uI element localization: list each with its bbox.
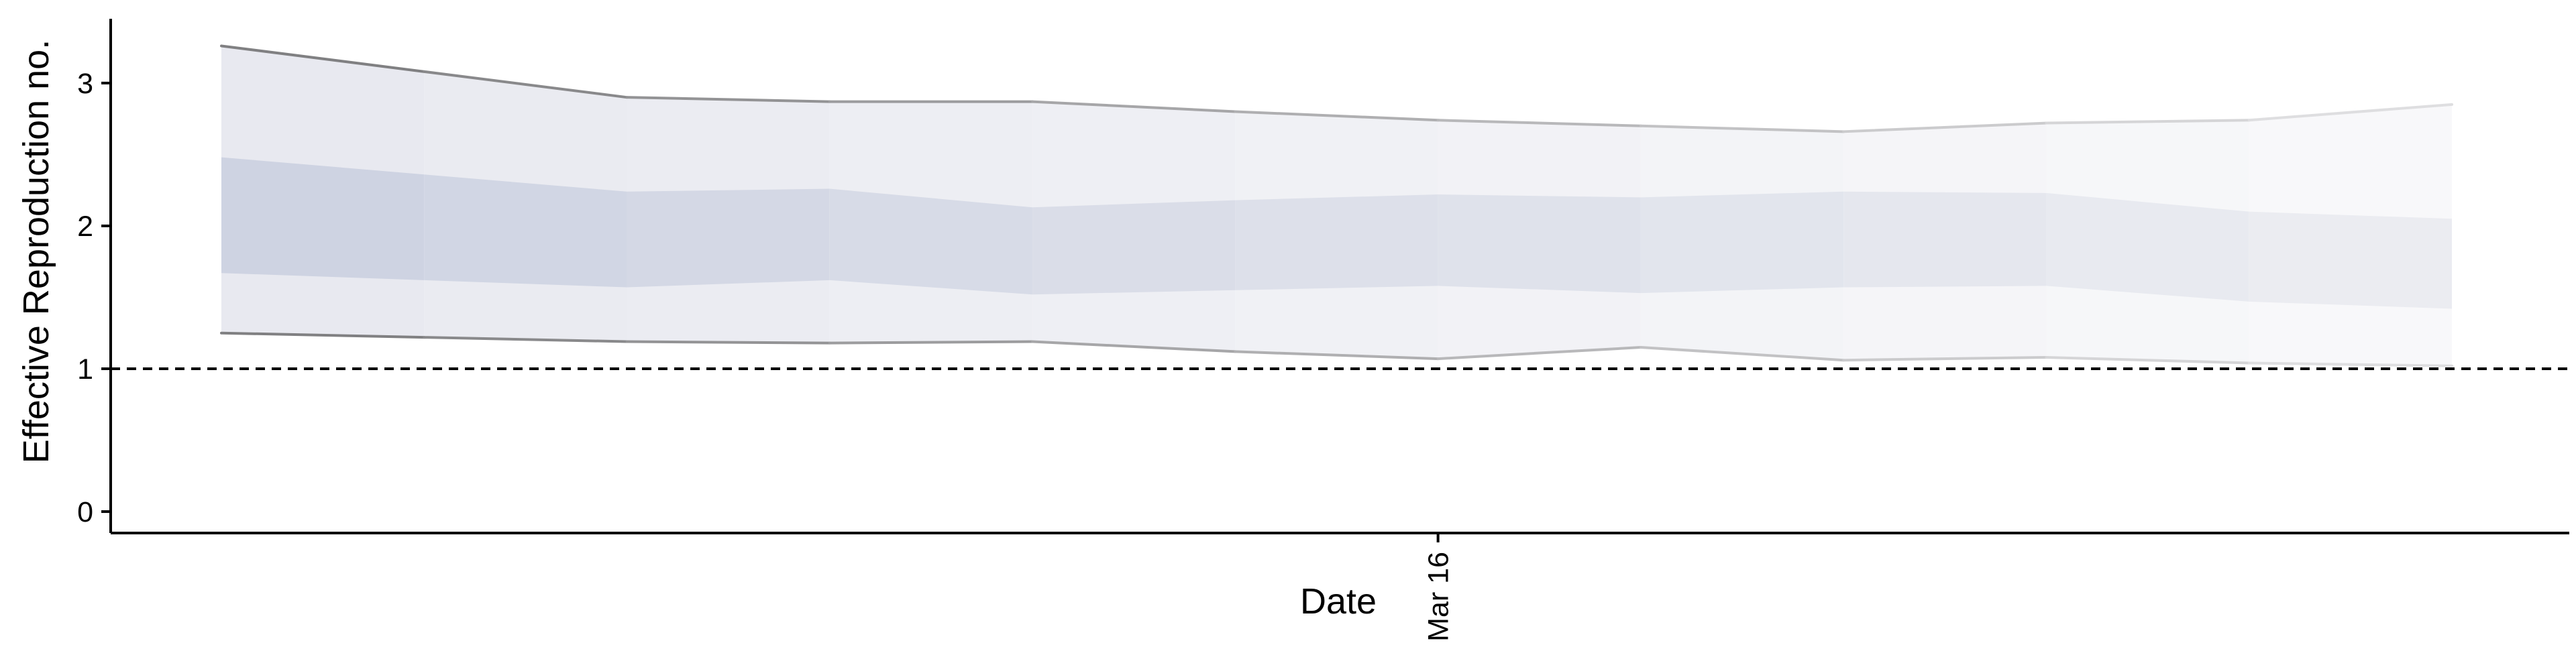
credible-interval-bands	[221, 46, 2452, 366]
lower-bound-line-segment	[828, 340, 1034, 345]
upper-bound-line-segment	[1436, 119, 1642, 127]
upper-bound-line-segment	[625, 96, 831, 103]
upper-bound-line-segment	[1842, 121, 2048, 133]
x-tick-label: Mar 16	[1423, 552, 1455, 642]
lower-bound-line-segment	[1842, 355, 2048, 362]
upper-bound-line-segment	[423, 70, 629, 99]
inner-interval-segment	[1032, 200, 1236, 295]
lower-bound-line-segment	[2045, 355, 2251, 365]
y-tick-label: 1	[77, 353, 93, 386]
inner-interval-segment	[627, 188, 830, 288]
inner-interval-segment	[2249, 211, 2452, 309]
upper-bound-line-segment	[2247, 103, 2453, 122]
lower-bound-line-segment	[625, 340, 831, 345]
lower-bound-line-segment	[423, 336, 629, 343]
y-tick-label: 3	[77, 68, 93, 100]
inner-interval-segment	[1640, 191, 1844, 294]
inner-interval-segment	[2046, 192, 2249, 302]
y-tick-label: 0	[77, 496, 93, 528]
y-axis-ticks: 0 1 2 3	[77, 68, 111, 528]
x-axis-title: Date	[1300, 581, 1377, 622]
lower-bound-line-segment	[1639, 346, 1845, 362]
lower-bound-line-segment	[220, 331, 426, 339]
y-tick-label: 2	[77, 211, 93, 243]
inner-interval-segment	[424, 174, 627, 288]
lower-bound-line-segment	[2247, 361, 2453, 367]
upper-bound-line-segment	[1031, 100, 1237, 113]
inner-interval-segment	[221, 157, 425, 280]
inner-interval-segment	[829, 188, 1033, 295]
upper-bound-line-segment	[1639, 124, 1845, 133]
inner-interval-segment	[1235, 194, 1438, 290]
lower-bound-line-segment	[1234, 350, 1440, 361]
upper-bound-line-segment	[1234, 110, 1440, 122]
inner-interval-segment	[1843, 191, 2047, 288]
x-axis-ticks: Mar 16	[1423, 533, 1455, 642]
interval-bound-lines	[220, 44, 2453, 367]
upper-bound-line-segment	[220, 44, 426, 73]
lower-bound-line-segment	[1436, 346, 1642, 361]
y-axis-title: Effective Reproduction no.	[16, 40, 56, 463]
inner-interval-segment	[1438, 194, 1641, 294]
lower-bound-line-segment	[1031, 340, 1237, 353]
upper-bound-line-segment	[2045, 119, 2251, 125]
